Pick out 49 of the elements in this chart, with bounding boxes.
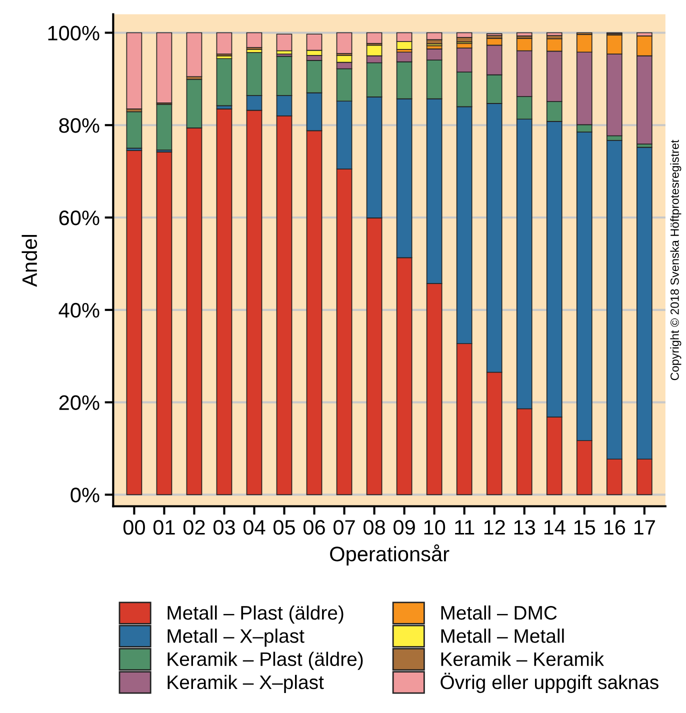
x-tick-label: 17 (634, 520, 655, 535)
bar (186, 32, 202, 78)
legend-label: Övrig eller uppgift saknas (440, 672, 658, 694)
y-tick-label: 60% (59, 210, 100, 226)
bar (126, 32, 142, 110)
legend-label: Keramik – Keramik (441, 652, 604, 666)
bar (546, 32, 562, 36)
bar (426, 32, 442, 40)
x-tick-label: 02 (183, 520, 205, 535)
x-tick-label: 01 (153, 520, 175, 535)
x-tick-label: 00 (123, 520, 145, 535)
text: Copyright © 2018 Svenska Höftprotesregistret (670, 140, 682, 380)
x-tick-label: 14 (544, 520, 566, 535)
x-tick-label: 16 (604, 520, 626, 535)
legend-label: Metall – Plast (äldre) (168, 605, 344, 624)
bar (276, 34, 292, 52)
y-tick-label: 20% (59, 395, 100, 410)
x-tick-label: 08 (364, 520, 385, 535)
x-tick-label: 07 (334, 520, 355, 535)
x-tick-label: 04 (243, 520, 266, 535)
legend-label: Metall – X–plast (168, 628, 304, 647)
bar (156, 152, 172, 496)
bar (216, 58, 232, 106)
y-tick-label: 40% (58, 302, 100, 318)
bar (336, 32, 352, 54)
legend-label: Keramik – X–plast (168, 674, 324, 694)
bar (216, 108, 232, 496)
x-tick-label: 10 (424, 520, 446, 535)
x-tick-label: 13 (514, 520, 536, 535)
bar (126, 111, 142, 149)
y-tick-label: 0% (70, 488, 100, 502)
y-axis-title: Andel (22, 234, 38, 287)
x-tick-label: 12 (484, 520, 505, 535)
x-tick-label: 11 (455, 520, 474, 535)
bar (126, 150, 142, 496)
x-axis-title: Operationsår (330, 544, 450, 566)
y-tick-label: 100% (48, 26, 100, 40)
x-tick-label: 05 (273, 520, 295, 535)
x-tick-label: 03 (213, 520, 235, 535)
bar (246, 32, 262, 48)
x-tick-label: 09 (394, 520, 415, 535)
x-tick-label: 06 (304, 520, 325, 535)
legend-label: Keramik – Plast (äldre) (168, 652, 363, 670)
y-tick-label: 80% (59, 118, 100, 133)
bar (516, 32, 532, 36)
x-tick-label: 15 (574, 520, 596, 535)
bar (216, 32, 232, 54)
legend-label: Metall – DMC (441, 605, 557, 620)
legend-label: Metall – Metall (441, 628, 564, 643)
